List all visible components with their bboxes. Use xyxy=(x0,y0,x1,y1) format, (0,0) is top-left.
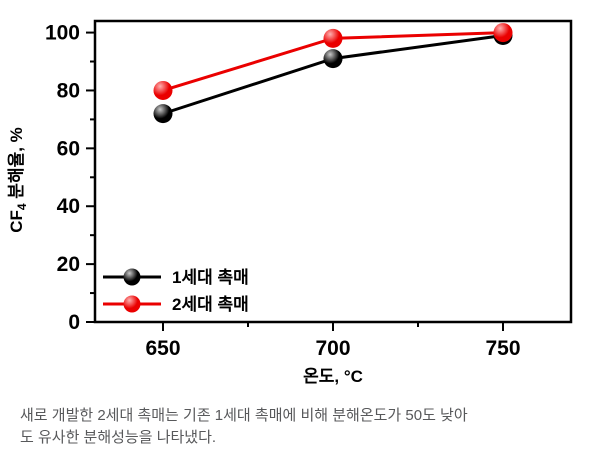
y-axis-tick-label: 0 xyxy=(68,311,80,334)
y-axis-tick-label: 40 xyxy=(57,195,80,218)
x-axis-tick-label: 700 xyxy=(315,337,350,360)
data-point-marker xyxy=(153,80,173,100)
y-axis-tick-label: 60 xyxy=(57,137,80,160)
legend-marker xyxy=(123,295,141,313)
data-point-marker xyxy=(323,49,343,69)
y-axis-title: CF4 분해율, % xyxy=(7,127,29,233)
chart-figure: 0 20 40 60 80 100 650 700 750 온도, °C CF4 분해율, % 1세대… xyxy=(7,19,573,386)
x-axis-tick-label: 750 xyxy=(485,337,520,360)
legend-entry-label: 2세대 촉매 xyxy=(172,295,249,314)
legend-entry-label: 1세대 촉매 xyxy=(172,268,249,287)
caption-line: 새로 개발한 2세대 촉매는 기존 1세대 촉매에 비해 분해온도가 50도 낮… xyxy=(20,407,468,424)
data-point-marker xyxy=(323,28,343,48)
y-axis-tick-label: 20 xyxy=(57,253,80,276)
cf4-decomposition-chart: 0 20 40 60 80 100 650 700 750 온도, °C CF4 분해율, % 1세대… xyxy=(7,19,573,386)
y-axis-tick-label: 100 xyxy=(45,22,80,45)
data-point-marker xyxy=(493,23,513,43)
x-axis-tick-label: 650 xyxy=(145,337,180,360)
figure-caption: 새로 개발한 2세대 촉매는 기존 1세대 촉매에 비해 분해온도가 50도 낮… xyxy=(20,405,580,449)
caption-line: 도 유사한 분해성능을 나타냈다. xyxy=(20,429,217,446)
data-point-marker xyxy=(153,104,173,124)
y-axis-tick-label: 80 xyxy=(57,79,80,102)
x-axis-title: 온도, °C xyxy=(303,367,363,386)
legend-marker xyxy=(123,268,141,286)
